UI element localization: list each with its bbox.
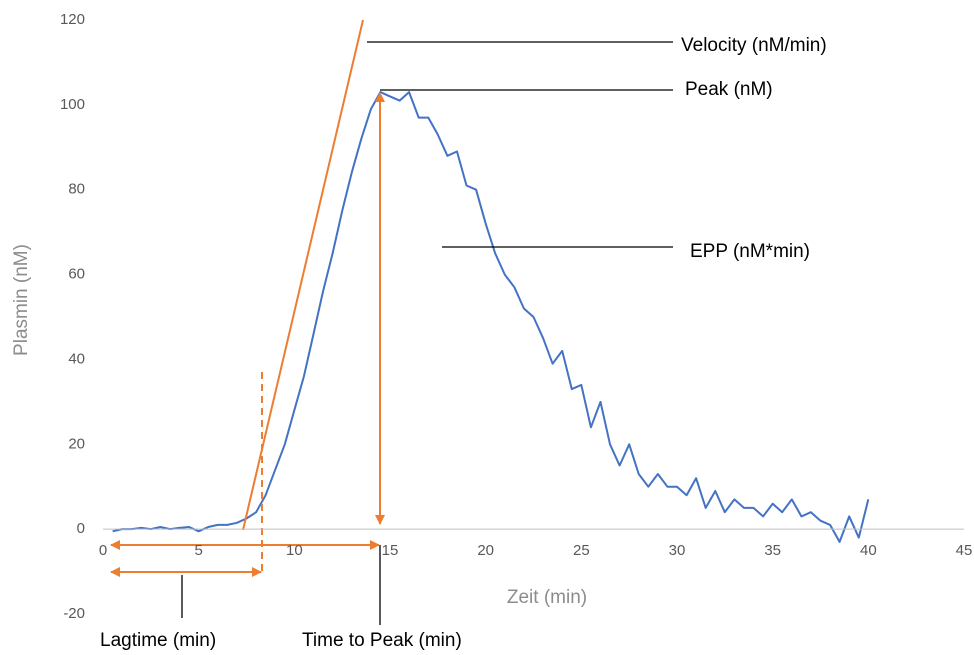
annotation: Lagtime (min)	[100, 630, 216, 651]
y-tick-label: 20	[68, 435, 85, 452]
x-tick-label: 40	[860, 542, 877, 559]
x-tick-label: 20	[477, 542, 494, 559]
x-tick-label: 25	[573, 542, 590, 559]
y-tick-label: 60	[68, 266, 85, 283]
orange-annotations	[110, 19, 385, 577]
y-tick-label: -20	[63, 605, 85, 622]
annotation: Velocity (nM/min)	[681, 35, 827, 56]
x-tick-label: 10	[286, 542, 303, 559]
x-tick-label: 35	[764, 542, 781, 559]
x-tick-label: 0	[99, 542, 107, 559]
annotation: Time to Peak (min)	[302, 630, 462, 651]
x-tick-label: 5	[194, 542, 202, 559]
annotation: EPP (nM*min)	[690, 241, 810, 262]
data-line	[112, 91, 870, 543]
y-tick-label: 120	[60, 11, 85, 28]
leader-lines	[181, 41, 673, 625]
y-axis-title: Plasmin (nM)	[11, 244, 32, 356]
x-tick-label: 30	[669, 542, 686, 559]
x-axis-title: Zeit (min)	[507, 587, 587, 608]
x-tick-label: 15	[382, 542, 399, 559]
y-tick-label: 100	[60, 96, 85, 113]
y-tick-label: 80	[68, 181, 85, 198]
x-tick-label: 45	[956, 542, 973, 559]
y-tick-label: 40	[68, 350, 85, 367]
tangent-line	[242, 19, 364, 531]
annotation: Peak (nM)	[685, 79, 773, 100]
y-tick-label: 0	[77, 520, 85, 537]
